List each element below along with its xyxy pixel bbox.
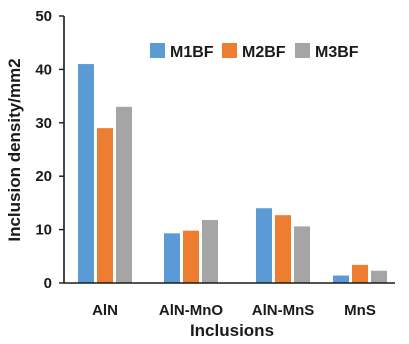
y-tick-label: 20	[35, 168, 52, 185]
bar-m3bf-aln	[116, 106, 132, 283]
bar-m1bf-aln	[78, 64, 94, 283]
y-tick-label: 50	[35, 8, 52, 25]
bar-m1bf-mns	[333, 275, 349, 283]
legend: M1BF M2BF M3BF	[150, 43, 359, 61]
y-axis-title: Inclusion density/mm2	[5, 58, 24, 241]
x-tick-label: AlN-MnO	[159, 302, 223, 319]
legend-swatch-m1bf	[150, 43, 165, 58]
legend-swatch-m2bf	[222, 43, 237, 58]
legend-label-m2bf: M2BF	[242, 44, 286, 61]
bar-m2bf-aln-mns	[275, 215, 291, 283]
legend-label-m3bf: M3BF	[315, 44, 359, 61]
bar-m1bf-aln-mns	[256, 208, 272, 283]
x-tick-label: AlN-MnS	[252, 302, 315, 319]
bar-m2bf-mns	[352, 264, 368, 283]
legend-label-m1bf: M1BF	[170, 44, 214, 61]
x-tick-labels: AlN AlN-MnO AlN-MnS MnS	[92, 302, 376, 319]
bar-m1bf-aln-mno	[164, 233, 180, 283]
y-tick-label: 10	[35, 222, 52, 239]
y-tick-label: 0	[44, 275, 52, 292]
x-tick-label: AlN	[92, 302, 118, 319]
legend-swatch-m3bf	[295, 43, 310, 58]
bar-m2bf-aln-mno	[183, 230, 199, 283]
bar-m3bf-mns	[371, 270, 387, 283]
bar-m3bf-aln-mno	[202, 219, 218, 283]
y-tick-label: 30	[35, 115, 52, 132]
y-tick-labels: 0 10 20 30 40 50	[35, 8, 64, 292]
x-tick-label: MnS	[344, 302, 376, 319]
y-tick-label: 40	[35, 61, 52, 78]
bar-m3bf-aln-mns	[294, 226, 310, 283]
x-axis-title: Inclusions	[190, 321, 274, 340]
bars-group	[78, 64, 387, 283]
bar-m2bf-aln	[97, 128, 113, 283]
